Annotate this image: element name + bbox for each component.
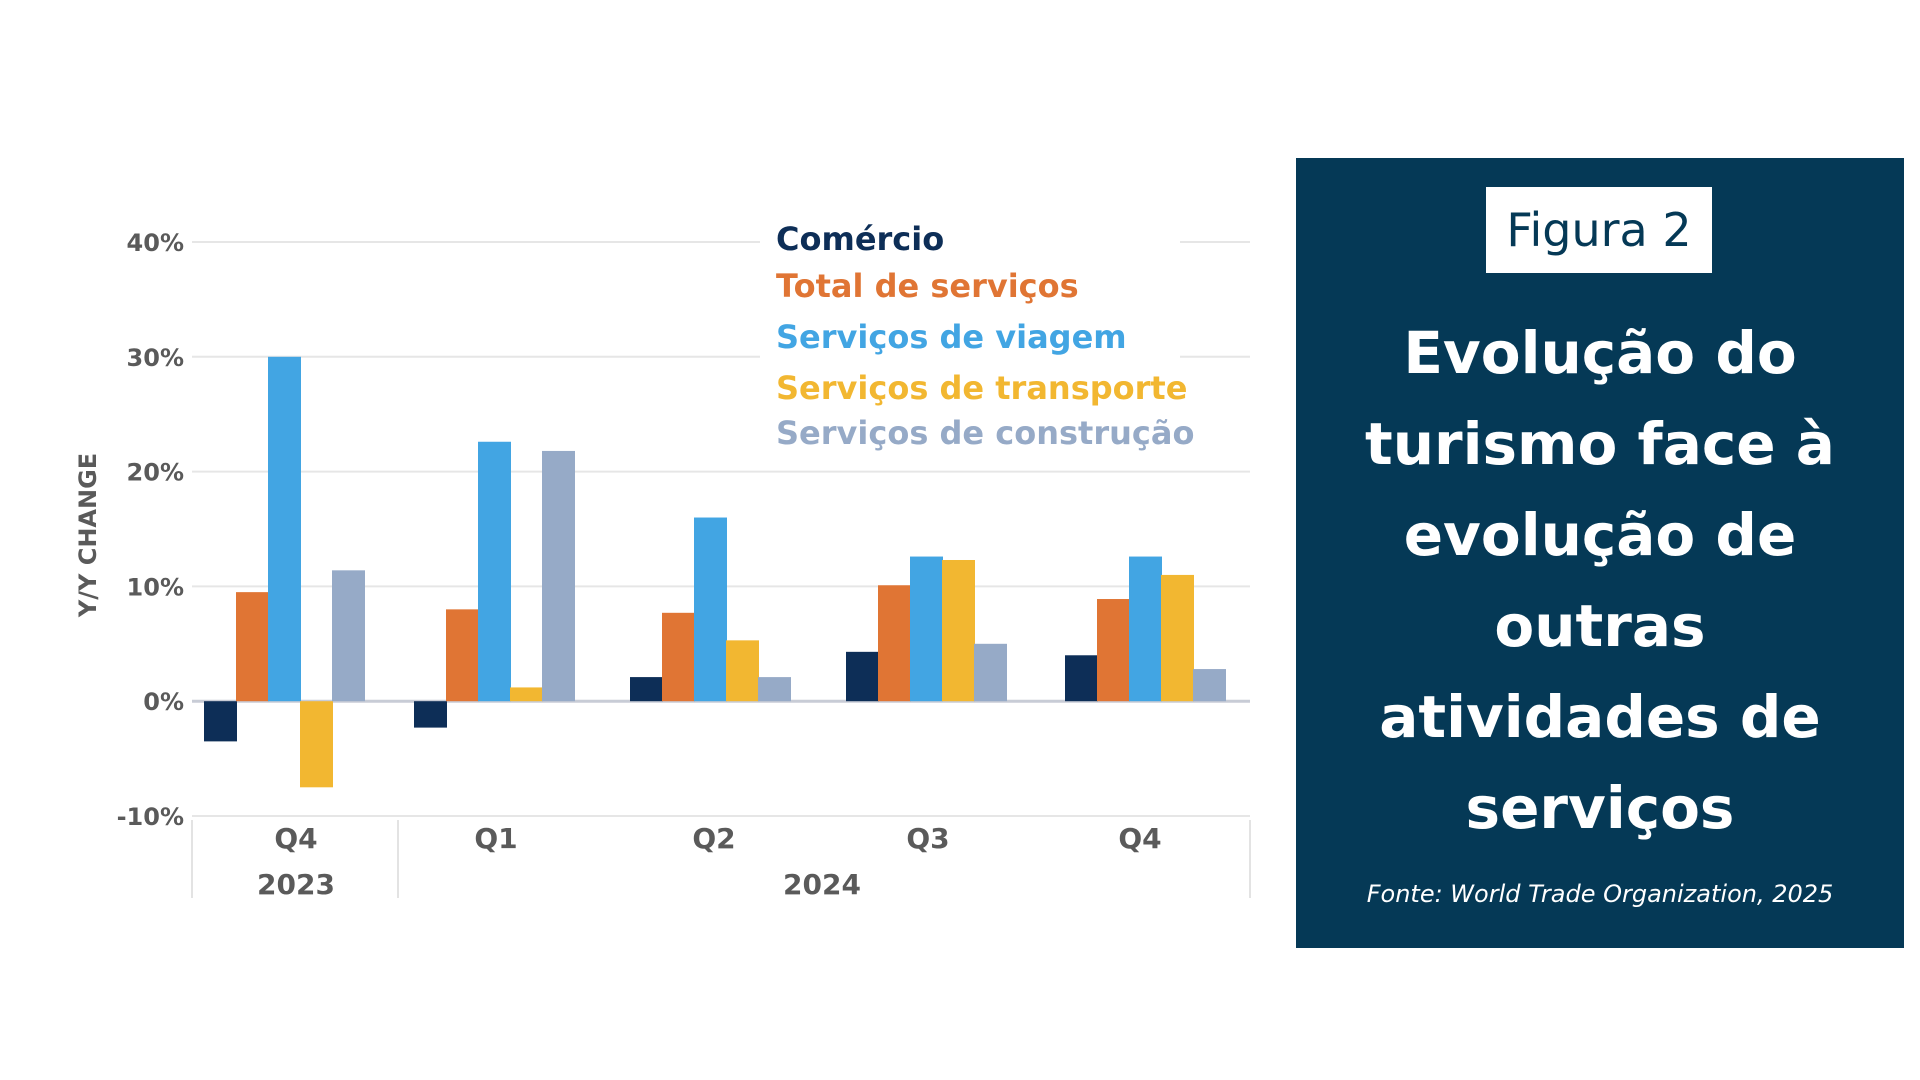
- bar-4-q4: [300, 701, 333, 788]
- bar-1-q3: [846, 651, 879, 702]
- bar-4-q4: [1161, 574, 1194, 702]
- x-year-label: 2024: [783, 868, 861, 901]
- bar-2-q1: [446, 609, 479, 702]
- bar-3-q4: [268, 356, 301, 702]
- y-tick-label: -10%: [117, 803, 184, 831]
- bar-2-q3: [878, 585, 911, 702]
- x-tick-label: Q4: [274, 822, 317, 855]
- y-axis-label: Y/Y CHANGE: [74, 453, 102, 618]
- figure-label: Figura 2: [1506, 203, 1692, 257]
- x-tick-label: Q2: [692, 822, 735, 855]
- y-tick-label: 0%: [143, 688, 184, 716]
- bar-4-q2: [726, 640, 759, 702]
- bar-1-q2: [630, 677, 663, 702]
- bar-5-q2: [758, 677, 791, 702]
- x-year-label: 2023: [257, 868, 335, 901]
- legend: Comércio Total de serviços Serviços de via…: [760, 215, 1194, 452]
- bar-1-q1: [414, 701, 447, 728]
- bar-3-q2: [694, 517, 727, 702]
- legend-item-2: Total de serviços: [776, 267, 1079, 305]
- bar-1-q4: [204, 701, 237, 742]
- bar-3-q3: [910, 556, 943, 702]
- figure-label-box: Figura 2: [1486, 187, 1712, 273]
- legend-item-1: Comércio: [776, 220, 944, 258]
- bar-5-q4: [332, 570, 365, 702]
- bar-1-q4: [1065, 655, 1098, 702]
- bar-chart: 40% 30% 20% 10% 0% -10% Y/Y CHANGE Q4 Q1 Q2 Q3 Q4 20…: [74, 215, 1251, 901]
- bar-5-q3: [974, 643, 1007, 702]
- bar-3-q4: [1129, 556, 1162, 702]
- y-tick-label: 30%: [127, 344, 184, 372]
- y-tick-label: 40%: [127, 229, 184, 257]
- axes: 40% 30% 20% 10% 0% -10% Y/Y CHANGE Q4 Q1 Q2 Q3 Q4 20…: [74, 229, 1251, 901]
- panel-title: Evolução do turismo face à evolução de o…: [1365, 319, 1835, 842]
- figure-info-panel: Figura 2 Evolução do turismo face à evol…: [1296, 158, 1904, 948]
- y-tick-label: 10%: [127, 573, 184, 601]
- source-note: Fonte: World Trade Organization, 2025: [1366, 880, 1834, 908]
- bar-4-q3: [942, 559, 975, 702]
- x-tick-label: Q3: [906, 822, 949, 855]
- bar-2-q4: [236, 592, 269, 702]
- x-tick-label: Q1: [474, 822, 517, 855]
- y-tick-label: 20%: [127, 459, 184, 487]
- bar-5-q1: [542, 450, 575, 702]
- bar-4-q1: [510, 687, 543, 702]
- legend-item-4: Serviços de transporte: [776, 369, 1187, 407]
- x-tick-label: Q4: [1118, 822, 1161, 855]
- bar-3-q1: [478, 441, 511, 702]
- bar-5-q4: [1193, 669, 1226, 702]
- bar-2-q2: [662, 612, 695, 702]
- legend-item-3: Serviços de viagem: [776, 318, 1127, 356]
- bars: [204, 356, 1226, 788]
- legend-background: [760, 215, 1180, 450]
- legend-item-5: Serviços de construção: [776, 414, 1194, 452]
- bar-2-q4: [1097, 599, 1130, 702]
